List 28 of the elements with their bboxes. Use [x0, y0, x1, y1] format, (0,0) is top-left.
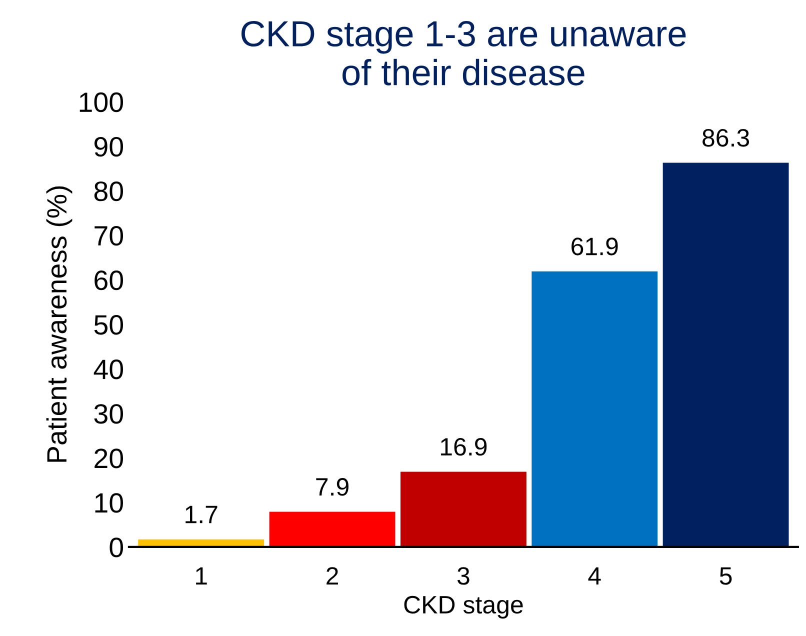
- y-tick-label: 40: [94, 360, 124, 380]
- y-axis-title: Patient awareness (%): [46, 186, 72, 462]
- data-label: 1.7: [186, 506, 218, 524]
- bar: [662, 162, 789, 547]
- data-label: 7.9: [316, 478, 348, 496]
- y-tick-label: 80: [94, 181, 124, 202]
- y-tick-label: 10: [95, 493, 124, 513]
- y-tick-label: 100: [80, 92, 124, 112]
- data-label: 16.9: [441, 438, 487, 456]
- data-label: 86.3: [702, 128, 750, 147]
- x-tick-label: 4: [588, 567, 601, 585]
- y-tick-label: 0: [110, 538, 124, 558]
- data-label: 61.9: [572, 238, 618, 256]
- bar: [269, 512, 396, 547]
- x-tick-label: 2: [326, 567, 338, 585]
- y-tick-label: 50: [94, 315, 124, 335]
- x-tick-label: 3: [457, 567, 470, 585]
- y-tick-label: 60: [94, 270, 124, 290]
- bar: [532, 271, 658, 547]
- y-tick-label: 70: [94, 226, 124, 246]
- x-axis-title: CKD stage: [404, 596, 523, 619]
- y-tick-label: 30: [94, 404, 124, 424]
- bar: [400, 472, 526, 547]
- x-tick-label: 5: [720, 567, 732, 585]
- chart-title: CKD stage 1-3 are unaware of their disease: [241, 20, 686, 86]
- y-tick-label: 90: [94, 136, 124, 157]
- x-tick-label: 1: [196, 567, 207, 585]
- y-tick-label: 20: [94, 448, 124, 468]
